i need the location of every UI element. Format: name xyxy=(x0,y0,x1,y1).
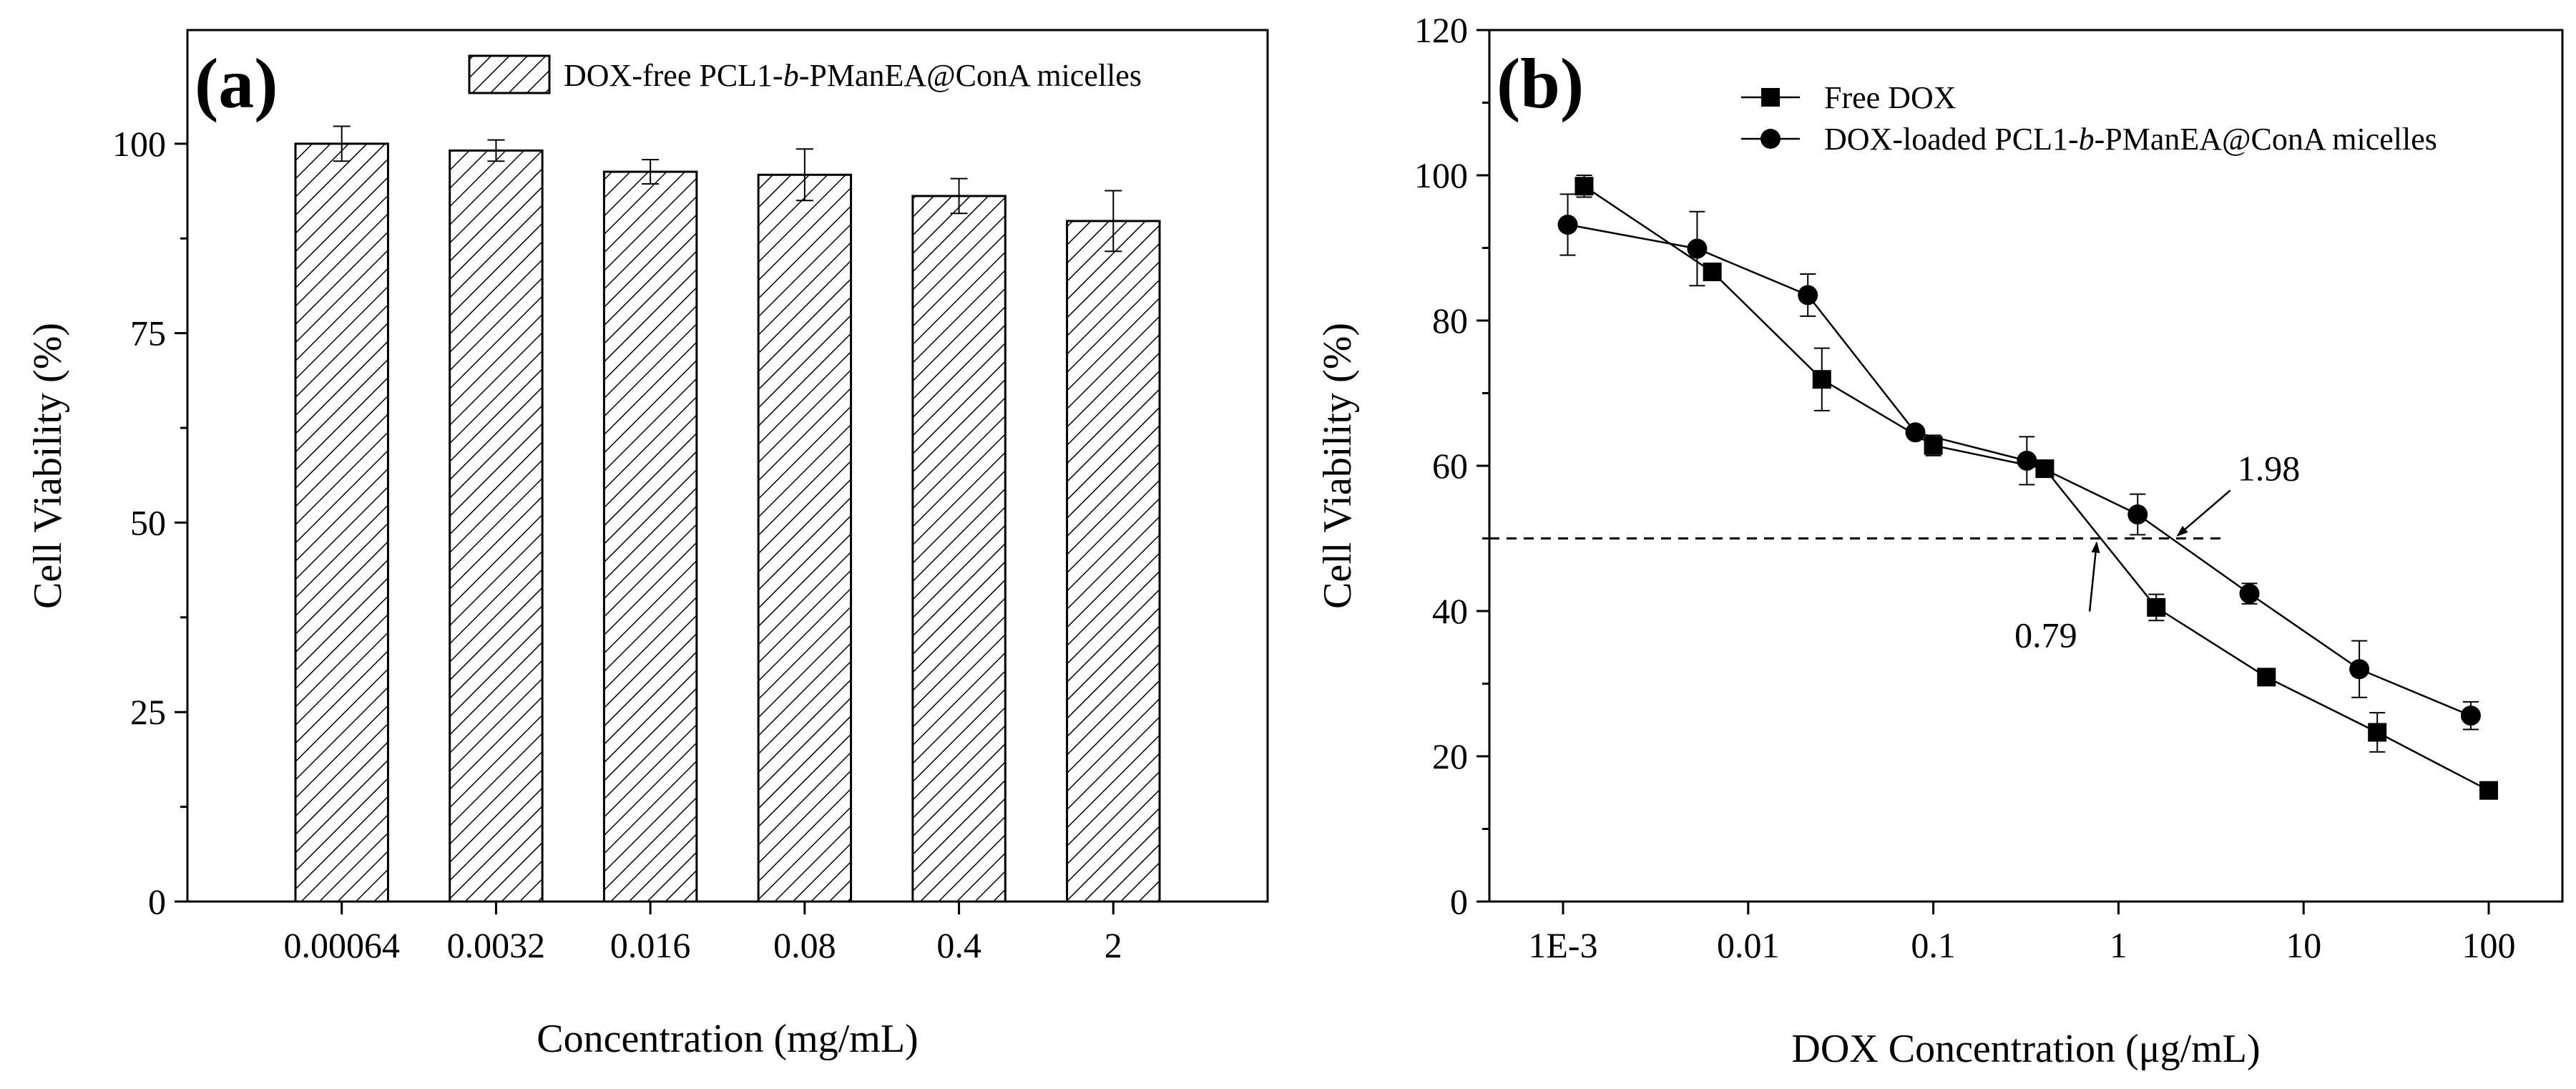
panel-b-series xyxy=(1557,175,2499,800)
panel-b-circle-marker xyxy=(2239,583,2260,604)
panel-a-y-tick-label: 50 xyxy=(130,502,166,542)
panel-b-label: (b) xyxy=(1497,44,1584,123)
panel-a-legend-swatch xyxy=(468,54,551,94)
panel-a-bar xyxy=(602,170,698,903)
panel-a-error-bar xyxy=(487,139,505,162)
panel-b-x-tick-label: 1E-3 xyxy=(1528,925,1597,965)
panel-a-error-bars xyxy=(333,125,1122,253)
panel-a-y-tick-label: 75 xyxy=(130,313,166,353)
panel-a-x-tick-label: 2 xyxy=(1105,925,1122,965)
panel-a-error-bar xyxy=(333,125,351,162)
panel-b-circle-marker xyxy=(1798,285,1818,306)
panel-b-circle-marker xyxy=(2460,705,2481,726)
panel-b-y-axis: 0 20 40 60 80 100 120 xyxy=(1414,10,1489,922)
panel-b-x-tick-label: 10 xyxy=(2286,925,2321,965)
panel-b-legend-square-marker xyxy=(1761,88,1780,107)
panel-b-series-micelles xyxy=(1557,193,2481,731)
panel-b-y-axis-title: Cell Viability (%) xyxy=(1316,323,1360,609)
panel-a-x-tick-label: 0.016 xyxy=(610,925,691,965)
panel-a-error-bar xyxy=(795,148,813,202)
panel-b-line-chart: 0 20 40 60 80 100 120 1E-3 0.01 0.1 1 10 100 1.98 0… xyxy=(1316,10,2564,1071)
panel-b-annotation-1-98: 1.98 xyxy=(2238,448,2301,488)
panel-b-annotation-0-79: 0.79 xyxy=(2014,615,2077,655)
panel-b-x-tick-label: 0.1 xyxy=(1911,925,1956,965)
panel-b-series-free-dox xyxy=(1575,175,2499,800)
panel-a-error-bar xyxy=(642,159,660,185)
panel-a-y-axis-title: Cell Viability (%) xyxy=(26,323,70,609)
panel-b-y-tick-label: 40 xyxy=(1432,591,1468,631)
panel-b-square-marker xyxy=(2479,781,2499,800)
panel-a-bar-chart: 0 25 50 75 100 0.00064 0.0032 0.016 0.08 0.4 2 (a… xyxy=(26,29,1269,1061)
panel-b-square-marker xyxy=(1812,370,1831,389)
panel-b-square-marker xyxy=(2147,597,2166,617)
panel-b-circle-marker xyxy=(1557,215,1578,235)
panel-b-square-marker xyxy=(2368,723,2387,742)
panel-a-y-axis: 0 25 50 75 100 xyxy=(112,124,187,922)
panel-a-bar xyxy=(449,149,544,903)
panel-b-x-tick-label: 1 xyxy=(2110,925,2127,965)
panel-b-circle-marker xyxy=(1905,422,1926,443)
panel-a-legend: DOX-free PCL1-b-PManEA@ConA micelles xyxy=(468,54,1142,94)
panel-b-circle-marker xyxy=(2349,659,2370,680)
panel-b-x-axis: 1E-3 0.01 0.1 1 10 100 xyxy=(1528,902,2516,965)
panel-a-label: (a) xyxy=(195,44,278,123)
panel-a-x-axis: 0.00064 0.0032 0.016 0.08 0.4 2 xyxy=(283,902,1122,965)
panel-a-bar xyxy=(1066,220,1161,903)
panel-a-error-bar xyxy=(1105,190,1122,253)
panel-b-y-tick-label: 60 xyxy=(1432,446,1468,486)
panel-a-error-bar xyxy=(950,177,968,215)
panel-b-square-marker xyxy=(2257,668,2276,687)
panel-b-legend-label-free-dox: Free DOX xyxy=(1824,80,1957,115)
panel-b-legend-circle-marker xyxy=(1760,129,1781,149)
panel-b-legend-label-micelles: DOX-loaded PCL1-b-PManEA@ConA micelles xyxy=(1824,122,2437,157)
panel-b-circle-marker xyxy=(2017,450,2037,471)
panel-a-y-tick-label: 0 xyxy=(148,882,166,922)
panel-b-x-tick-label: 0.01 xyxy=(1717,925,1780,965)
panel-b-circle-marker xyxy=(1687,238,1708,259)
panel-b-x-tick-label: 100 xyxy=(2462,925,2516,965)
panel-a-legend-label: DOX-free PCL1-b-PManEA@ConA micelles xyxy=(564,58,1142,93)
panel-b-circle-marker xyxy=(2127,504,2148,525)
panel-a-bars xyxy=(294,142,1161,903)
panel-b-y-tick-label: 120 xyxy=(1414,10,1468,50)
panel-b-y-tick-label: 80 xyxy=(1432,301,1468,341)
panel-a-x-tick-label: 0.4 xyxy=(936,925,981,965)
panel-a-x-tick-label: 0.08 xyxy=(773,925,836,965)
panel-b-annotations: 1.98 0.79 xyxy=(2014,448,2300,655)
panel-a-plot-frame xyxy=(186,29,1269,903)
panel-b-legend: Free DOX DOX-loaded PCL1-b-PManEA@ConA m… xyxy=(1741,80,2437,157)
panel-a-x-axis-title: Concentration (mg/mL) xyxy=(537,1017,918,1061)
panel-b-y-tick-label: 0 xyxy=(1450,882,1468,922)
panel-a-bar xyxy=(757,173,853,903)
panel-b-x-axis-title: DOX Concentration (μg/mL) xyxy=(1791,1027,2260,1071)
panel-b-square-marker xyxy=(1703,262,1722,281)
panel-a-x-tick-label: 0.0032 xyxy=(447,925,546,965)
panel-b-annotation-arrow-1-98 xyxy=(2176,489,2231,537)
panel-b-square-marker xyxy=(1575,177,1594,196)
panel-a-y-tick-label: 100 xyxy=(112,124,166,164)
panel-a-y-tick-label: 25 xyxy=(130,692,166,732)
panel-a-bar xyxy=(911,195,1007,903)
panel-b-y-tick-label: 20 xyxy=(1432,736,1468,776)
panel-a-x-tick-label: 0.00064 xyxy=(283,925,400,965)
panel-a-bar xyxy=(294,142,389,903)
panel-b-annotation-arrow-0-79 xyxy=(2088,541,2100,612)
panel-b-y-tick-label: 100 xyxy=(1414,155,1468,195)
